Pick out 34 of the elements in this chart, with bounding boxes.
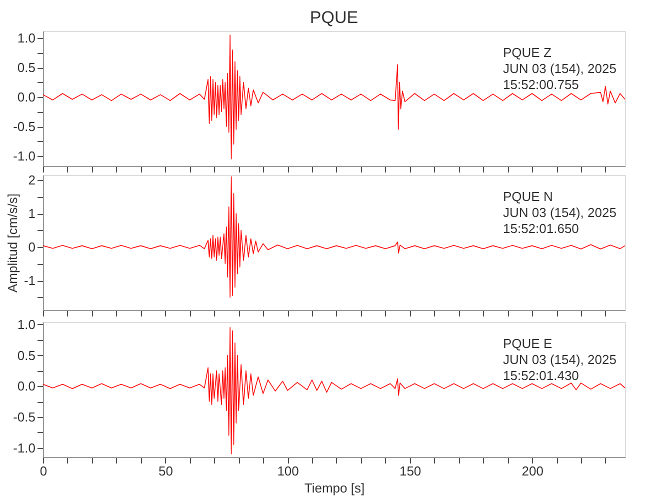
y-tick-label: -0.5	[13, 119, 36, 134]
annotation: 15:52:00.755	[503, 77, 579, 92]
y-axis-title: Amplitud [cm/s/s]	[4, 194, 20, 292]
x-tick-label: 200	[522, 464, 544, 478]
y-tick-label: 0.5	[17, 348, 36, 363]
x-axis-title: Tiempo [s]	[304, 480, 365, 496]
y-tick-label: 0	[28, 240, 36, 255]
y-tick-label: -1.0	[13, 440, 36, 456]
line-series	[43, 176, 625, 298]
annotation: JUN 03 (154), 2025	[503, 61, 616, 76]
y-tick-label: 1.0	[17, 316, 36, 332]
line-series	[43, 34, 625, 160]
chart-title: PQUE	[310, 8, 358, 27]
x-tick-label: 150	[399, 464, 422, 478]
y-tick-label: 0.5	[17, 60, 36, 76]
annotation: PQUE Z	[503, 45, 552, 60]
y-tick-label: -0.5	[13, 409, 36, 424]
x-tick-label: 0	[40, 464, 48, 478]
y-tick-label: -1.0	[13, 148, 36, 164]
annotation: JUN 03 (154), 2025	[503, 205, 616, 220]
x-tick-label: 50	[158, 464, 174, 478]
annotation: 15:52:01.430	[503, 368, 579, 383]
y-tick-label: 0.0	[17, 378, 36, 394]
y-tick-label: -1	[24, 273, 36, 288]
annotation: 15:52:01.650	[503, 221, 579, 236]
y-tick-label: 1	[28, 206, 36, 222]
y-tick-label: 2	[28, 172, 36, 188]
annotation: PQUE N	[503, 189, 553, 204]
annotation: PQUE E	[503, 336, 552, 351]
annotation: JUN 03 (154), 2025	[503, 352, 616, 367]
x-tick-label: 100	[277, 464, 299, 478]
y-tick-label: 1.0	[17, 30, 36, 46]
line-series	[43, 327, 625, 454]
y-tick-label: 0.0	[17, 90, 36, 105]
